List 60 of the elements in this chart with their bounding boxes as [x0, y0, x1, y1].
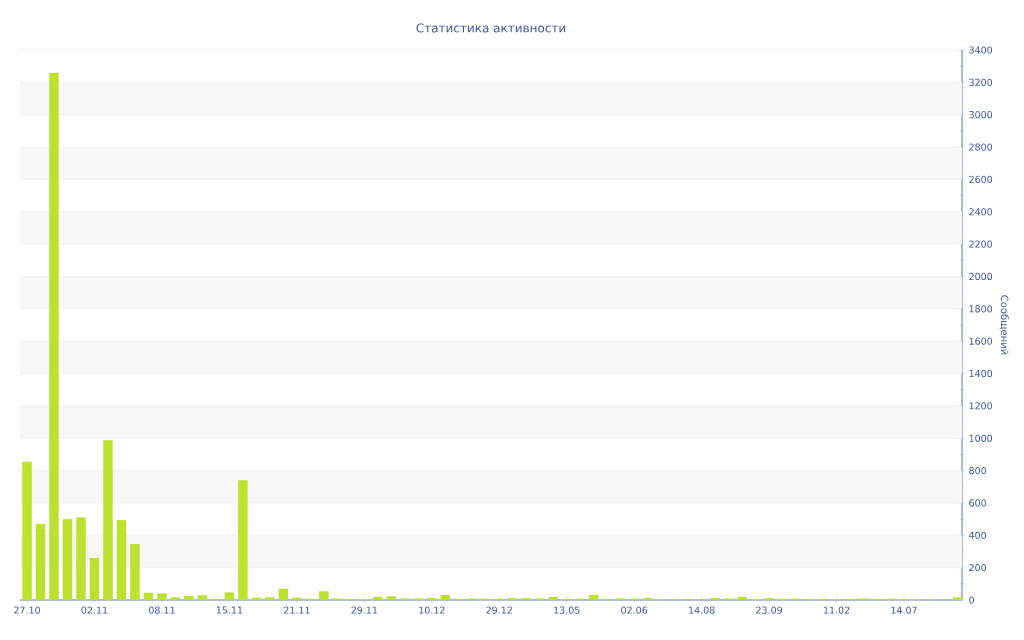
y-tick-label: 3400 [969, 46, 993, 54]
x-tick-label: 10.12 [419, 606, 445, 614]
y-tick-label: 0 [969, 596, 974, 604]
y-tick-label: 2600 [969, 175, 993, 184]
y-tick-label: 1400 [969, 369, 993, 378]
bar [157, 593, 167, 600]
y-tick-label: 1600 [969, 337, 993, 345]
bar [62, 519, 73, 600]
bar [76, 517, 86, 600]
bar [22, 461, 32, 600]
bar [103, 440, 113, 600]
y-axis-title: Сообщений [999, 295, 1009, 355]
x-tick-label: 13.05 [554, 606, 580, 614]
x-tick-label: 08.11 [148, 606, 175, 614]
bar [224, 592, 235, 600]
bar [89, 557, 100, 600]
x-tick-label: 15.11 [216, 606, 243, 614]
bar [197, 595, 208, 600]
y-tick-label: 800 [969, 466, 987, 475]
y-tick-label: 2200 [969, 240, 993, 248]
x-tick-label: 27.10 [14, 606, 40, 614]
x-tick-label: 11.02 [823, 606, 850, 614]
bar [373, 596, 383, 600]
x-tick-label: 29.12 [486, 606, 512, 614]
y-tick-label: 400 [969, 531, 987, 539]
bar [265, 597, 275, 600]
bar [386, 596, 397, 600]
bar [278, 588, 289, 600]
y-tick-label: 2400 [969, 208, 993, 216]
bar [737, 596, 747, 600]
y-tick-label: 1000 [969, 434, 993, 442]
y-tick-label: 1800 [969, 305, 993, 313]
y-tick-label: 3200 [969, 78, 993, 86]
y-tick-label: 3000 [969, 111, 993, 119]
x-tick-label: 02.11 [81, 606, 108, 614]
bar [588, 594, 599, 600]
bar [130, 544, 140, 600]
x-tick-label: 14.08 [689, 606, 715, 614]
bar [143, 592, 154, 600]
x-tick-label: 23.09 [756, 606, 782, 614]
y-tick-label: 600 [969, 499, 987, 507]
bar [116, 520, 127, 600]
y-tick-label: 2000 [969, 272, 993, 281]
bar [953, 597, 963, 600]
bar [49, 72, 59, 600]
x-tick-label: 14.07 [891, 606, 917, 614]
bar [184, 595, 194, 600]
chart-title: Статистика активности [416, 23, 566, 33]
y-tick-label: 1200 [969, 402, 993, 410]
bar [170, 597, 181, 600]
y-tick-label: 2800 [969, 143, 993, 151]
bar [440, 594, 451, 600]
bar [548, 596, 558, 600]
bar [319, 591, 329, 600]
y-tick-label: 200 [969, 564, 987, 572]
x-tick-label: 02.06 [621, 606, 648, 614]
bar [238, 480, 248, 600]
x-tick-label: 29.11 [351, 606, 378, 614]
x-tick-label: 21.11 [283, 606, 310, 614]
bar [35, 523, 46, 600]
